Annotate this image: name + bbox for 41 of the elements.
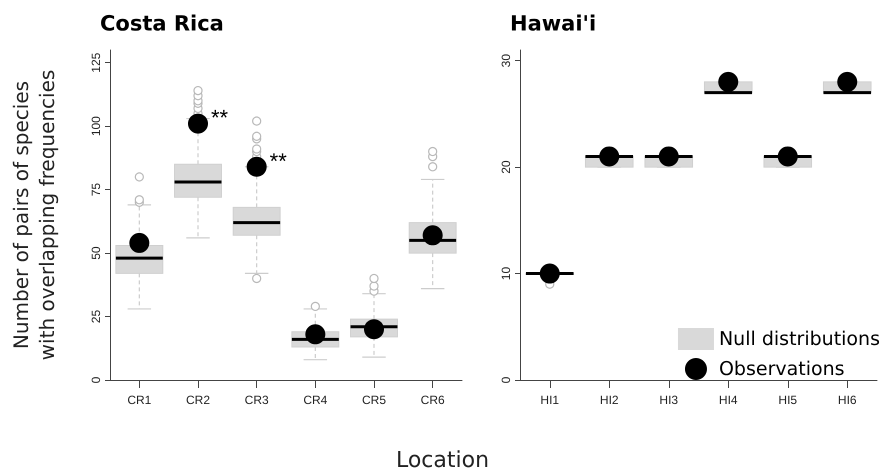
point: [305, 324, 326, 344]
point: [364, 319, 384, 340]
point: [188, 114, 208, 134]
x-tick-label: CR4: [303, 393, 328, 407]
chart-title: Costa Rica: [100, 12, 224, 36]
point: [658, 146, 679, 166]
x-tick-label: CR2: [186, 393, 210, 407]
y-tick-label: 125: [89, 52, 103, 73]
x-tick-label: CR6: [420, 393, 445, 407]
point: [718, 72, 738, 92]
annotation: **: [270, 148, 288, 174]
y-tick-label: 30: [499, 54, 513, 68]
point: [540, 264, 560, 284]
legend-label: Null distributions: [718, 328, 880, 350]
chart-title: Hawai'i: [510, 12, 596, 36]
point: [129, 232, 150, 253]
x-tick-label: HI3: [659, 393, 678, 407]
y-tick-label: 0: [499, 376, 513, 384]
x-tick-label: HI2: [600, 393, 619, 407]
y-tick-label: 10: [499, 266, 513, 280]
x-tick-label: HI1: [540, 393, 560, 407]
x-tick-label: CR5: [362, 393, 386, 407]
x-axis-title: Location: [394, 448, 490, 473]
x-tick-label: HI6: [838, 393, 857, 407]
y-tick-label: 20: [499, 160, 513, 174]
x-tick-label: CR3: [244, 393, 269, 407]
y-tick-label: 100: [89, 116, 103, 136]
point: [246, 156, 267, 177]
legend-label: Observations: [718, 358, 845, 380]
point: [837, 72, 858, 92]
y-tick-label: 75: [89, 182, 103, 196]
point: [599, 146, 620, 166]
y-tick-label: 25: [89, 310, 103, 324]
x-tick-label: CR1: [127, 393, 152, 407]
annotation: **: [211, 105, 229, 130]
x-tick-label: HI5: [778, 393, 798, 407]
y-tick-label: 0: [89, 376, 103, 384]
point: [778, 146, 798, 166]
x-tick-label: HI4: [718, 393, 738, 407]
y-axis-title: Number of pairs of species with overlapping frequencies: [9, 70, 59, 360]
y-tick-label: 50: [89, 246, 103, 260]
